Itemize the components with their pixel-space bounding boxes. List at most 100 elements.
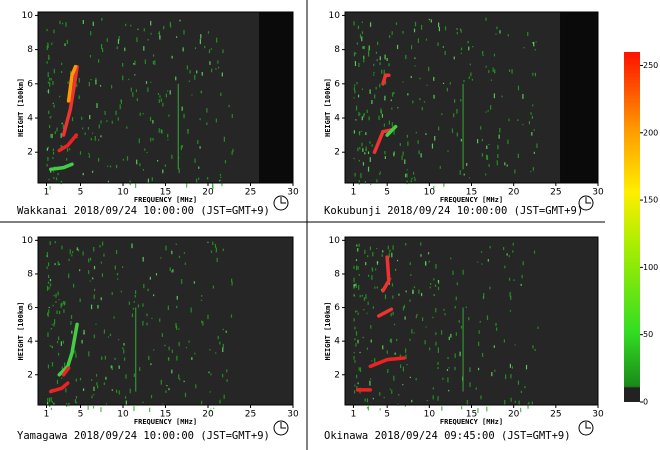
- noise: [458, 320, 460, 323]
- noise: [496, 26, 498, 30]
- noise: [399, 143, 401, 147]
- noise: [98, 158, 100, 162]
- noise: [107, 165, 109, 167]
- noise: [425, 38, 428, 41]
- noise: [176, 325, 178, 330]
- noise: [374, 286, 376, 289]
- noise: [370, 339, 372, 343]
- noise: [509, 291, 511, 297]
- noise: [381, 69, 383, 74]
- x-tick-label: 10: [424, 188, 436, 198]
- noise: [510, 374, 512, 379]
- noise: [384, 54, 386, 60]
- noise: [196, 178, 198, 183]
- noise: [380, 110, 383, 115]
- noise: [490, 79, 493, 81]
- noise: [71, 330, 73, 334]
- noise: [111, 292, 113, 296]
- noise: [512, 242, 514, 246]
- noise: [376, 247, 378, 250]
- noise: [354, 89, 356, 94]
- noise: [96, 382, 98, 386]
- noise: [353, 352, 355, 354]
- noise: [449, 82, 451, 85]
- noise: [354, 61, 357, 67]
- noise: [221, 72, 223, 77]
- noise: [126, 156, 129, 161]
- noise: [100, 407, 102, 412]
- noise: [520, 407, 522, 413]
- noise: [514, 344, 516, 346]
- noise: [368, 52, 370, 57]
- noise: [224, 160, 227, 164]
- noise: [50, 169, 52, 173]
- noise: [358, 367, 360, 371]
- noise: [357, 382, 359, 385]
- noise: [117, 278, 119, 280]
- noise: [100, 44, 103, 49]
- noise: [168, 388, 170, 391]
- noise: [371, 144, 373, 147]
- noise: [488, 163, 490, 167]
- noise: [452, 270, 454, 275]
- noise: [47, 72, 49, 78]
- noise: [359, 146, 361, 150]
- noise: [493, 345, 495, 348]
- noise: [430, 283, 432, 285]
- noise: [531, 401, 533, 406]
- noise: [75, 395, 78, 399]
- noise: [47, 146, 49, 149]
- noise: [88, 351, 90, 357]
- noise: [438, 22, 440, 28]
- noise: [103, 253, 105, 257]
- noise: [373, 71, 375, 74]
- noise: [71, 254, 73, 257]
- noise: [152, 60, 154, 65]
- noise: [406, 169, 408, 171]
- x-tick-label: 30: [592, 410, 604, 420]
- noise: [487, 259, 489, 262]
- noise: [410, 45, 413, 50]
- noise: [53, 68, 55, 74]
- noise: [222, 347, 224, 353]
- noise: [169, 90, 171, 95]
- noise: [509, 310, 512, 312]
- noise: [375, 51, 378, 54]
- noise: [371, 267, 373, 270]
- noise: [438, 26, 441, 32]
- noise: [171, 349, 173, 353]
- noise: [369, 380, 371, 386]
- noise: [486, 315, 489, 320]
- noise: [460, 99, 462, 102]
- noise: [53, 323, 55, 327]
- noise: [405, 54, 407, 60]
- noise: [219, 399, 221, 404]
- noise: [354, 384, 356, 387]
- noise: [88, 270, 90, 274]
- noise: [106, 120, 108, 122]
- noise: [53, 177, 55, 179]
- noise: [399, 364, 402, 368]
- noise: [182, 47, 184, 52]
- noise: [184, 262, 186, 265]
- noise: [437, 347, 439, 349]
- noise: [433, 294, 435, 296]
- noise: [488, 143, 490, 145]
- noise: [48, 404, 51, 407]
- noise: [497, 144, 499, 150]
- noise: [501, 95, 503, 98]
- noise: [221, 182, 223, 187]
- echo-trace: [61, 366, 71, 377]
- noise: [361, 88, 364, 90]
- noise: [531, 115, 534, 119]
- noise: [231, 281, 233, 286]
- noise: [485, 111, 487, 113]
- noise: [137, 28, 139, 30]
- noise: [414, 57, 416, 59]
- noise: [103, 382, 105, 386]
- noise: [511, 366, 513, 369]
- noise: [183, 252, 185, 254]
- x-axis-label: FREQUENCY [MHz]: [440, 196, 503, 204]
- noise: [51, 324, 53, 326]
- noise: [56, 341, 59, 344]
